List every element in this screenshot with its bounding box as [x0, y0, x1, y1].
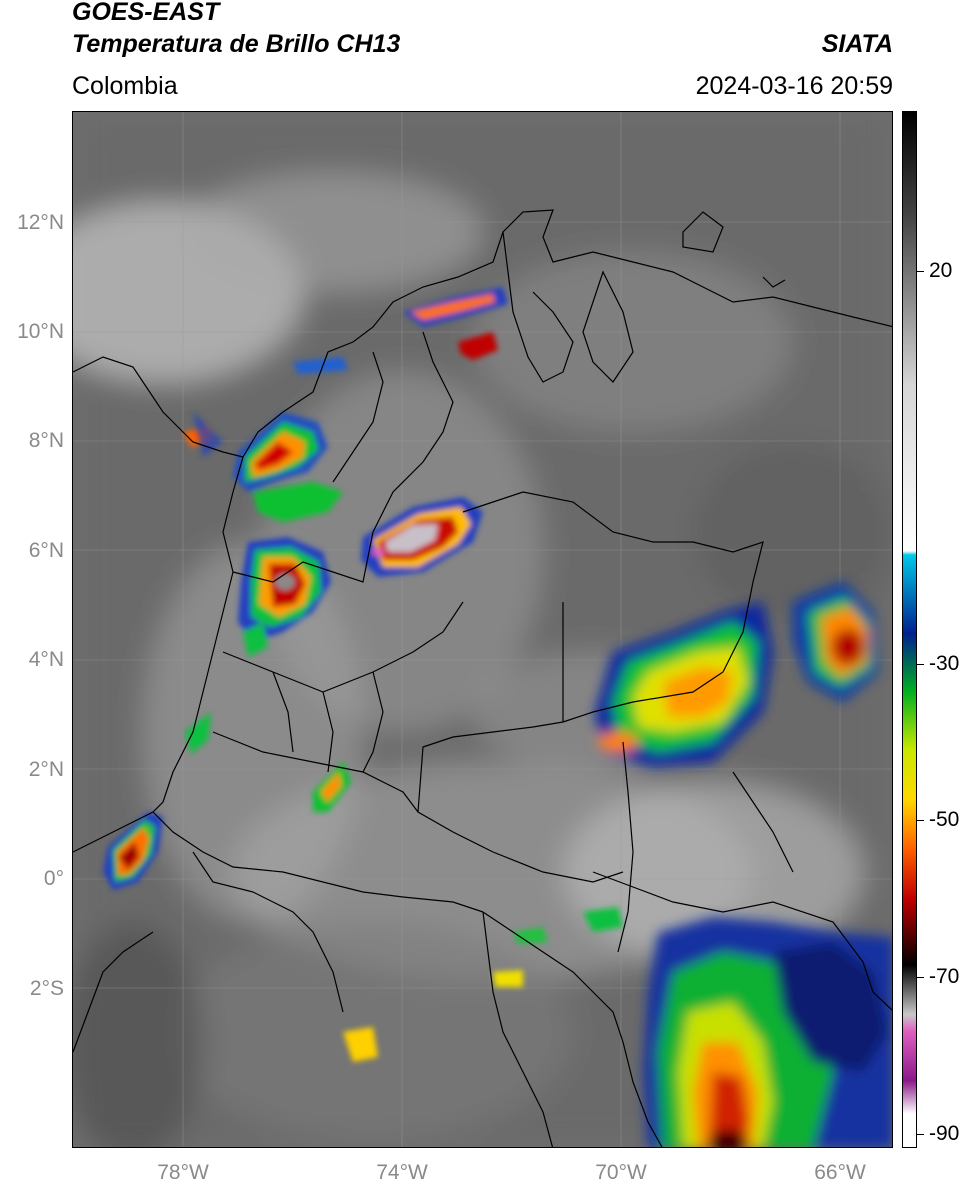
colorbar-tick-minus70	[917, 977, 924, 978]
lon-label-66w: 66°W	[814, 1161, 866, 1184]
lat-label-0: 0°	[43, 867, 64, 890]
lat-label-4n: 4°N	[28, 648, 64, 671]
product-title: Temperatura de Brillo CH13	[72, 30, 401, 58]
storm-small-cells	[185, 357, 623, 1062]
timestamp: 2024-03-16 20:59	[695, 72, 893, 100]
satellite-map[interactable]	[72, 111, 893, 1148]
storm-orinoco	[595, 602, 773, 767]
lat-label-2n: 2°N	[28, 758, 64, 781]
boundaries	[73, 209, 892, 1147]
lon-label-74w: 74°W	[376, 1161, 428, 1184]
storm-se	[643, 917, 892, 1147]
colorbar-label-minus70: -70	[929, 965, 960, 988]
colorbar-label-minus50: -50	[929, 808, 960, 831]
storm-cells	[103, 287, 892, 1147]
storm-cordoba	[233, 412, 343, 522]
brand-label: SIATA	[821, 30, 893, 58]
satellite-title: GOES-EAST	[72, 0, 220, 26]
region-label: Colombia	[72, 72, 178, 100]
colorbar-tick-minus30	[917, 664, 924, 665]
map-canvas	[73, 112, 892, 1147]
colorbar-tick-minus90	[917, 1134, 924, 1135]
colorbar-tick-minus50	[917, 820, 924, 821]
colorbar	[902, 111, 917, 1148]
colorbar-label-minus30: -30	[929, 652, 960, 675]
lat-label-12n: 12°N	[17, 211, 64, 234]
cloud-texture	[73, 112, 892, 1147]
lat-label-6n: 6°N	[28, 539, 64, 562]
lon-label-78w: 78°W	[157, 1161, 209, 1184]
colorbar-label-minus90: -90	[929, 1122, 960, 1145]
lon-label-70w: 70°W	[595, 1161, 647, 1184]
colorbar-label-20: 20	[929, 259, 953, 282]
storm-east	[793, 582, 878, 702]
colorbar-tick-20	[917, 271, 924, 272]
storm-santander	[361, 497, 483, 577]
lat-label-10n: 10°N	[17, 320, 64, 343]
lat-label-8n: 8°N	[28, 429, 64, 452]
lat-label-2s: 2°S	[29, 977, 64, 1000]
storm-ecuador	[103, 812, 163, 890]
